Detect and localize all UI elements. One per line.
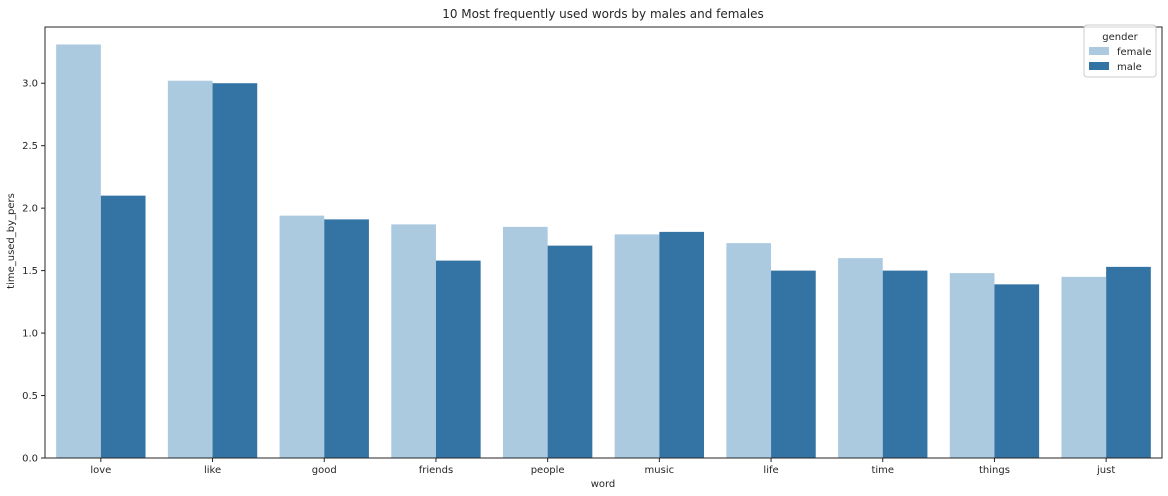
bar-male-like <box>212 83 258 458</box>
bar-female-love <box>56 44 101 459</box>
bar-female-music <box>614 234 660 458</box>
bar-male-time <box>882 270 928 458</box>
y-tick-label: 2.0 <box>22 204 38 215</box>
bar-female-life <box>726 243 772 458</box>
chart-title: 10 Most frequently used words by males a… <box>442 7 764 21</box>
legend-swatch-male <box>1089 62 1109 70</box>
plot-frame <box>44 26 1163 459</box>
x-tick-label: friends <box>419 465 453 476</box>
bar-male-music <box>659 231 705 458</box>
x-tick-label: life <box>763 465 778 476</box>
bar-female-things <box>949 273 995 458</box>
legend-swatch-female <box>1089 47 1109 55</box>
y-tick-label: 1.5 <box>22 266 38 277</box>
y-tick-label: 0.5 <box>22 391 38 402</box>
y-tick-label: 2.5 <box>22 141 38 152</box>
x-tick-label: music <box>645 465 675 476</box>
x-tick-label: time <box>871 465 894 476</box>
x-tick-label: things <box>979 465 1010 476</box>
y-tick-label: 3.0 <box>22 79 38 90</box>
bar-male-just <box>1106 266 1151 458</box>
bar-female-like <box>167 80 213 458</box>
bar-male-friends <box>435 260 481 458</box>
x-tick-label: like <box>204 465 221 476</box>
x-tick-label: good <box>312 465 337 476</box>
bar-male-life <box>771 270 816 458</box>
x-axis-label: word <box>591 479 616 490</box>
y-tick-label: 0.0 <box>22 454 38 465</box>
legend-title: gender <box>1102 32 1138 43</box>
y-tick-label: 1.0 <box>22 329 38 340</box>
x-tick-label: people <box>531 465 565 476</box>
bar-male-good <box>324 219 369 458</box>
plot-area: love like good friends people music life time th… <box>22 26 1163 476</box>
bar-male-things <box>994 284 1040 458</box>
bar-female-just <box>1061 276 1107 458</box>
bar-male-love <box>100 195 146 458</box>
x-tick-label: just <box>1096 465 1115 476</box>
bar-female-friends <box>391 224 436 458</box>
legend-label-female: female <box>1117 47 1151 58</box>
bar-female-people <box>502 226 548 458</box>
x-tick-label: love <box>90 465 111 476</box>
y-axis-label: time_used_by_pers <box>6 193 17 289</box>
legend-label-male: male <box>1117 62 1142 73</box>
legend: gender female male <box>1083 24 1157 78</box>
bar-female-good <box>279 215 325 458</box>
bar-male-people <box>547 245 593 458</box>
bar-female-time <box>838 258 883 458</box>
